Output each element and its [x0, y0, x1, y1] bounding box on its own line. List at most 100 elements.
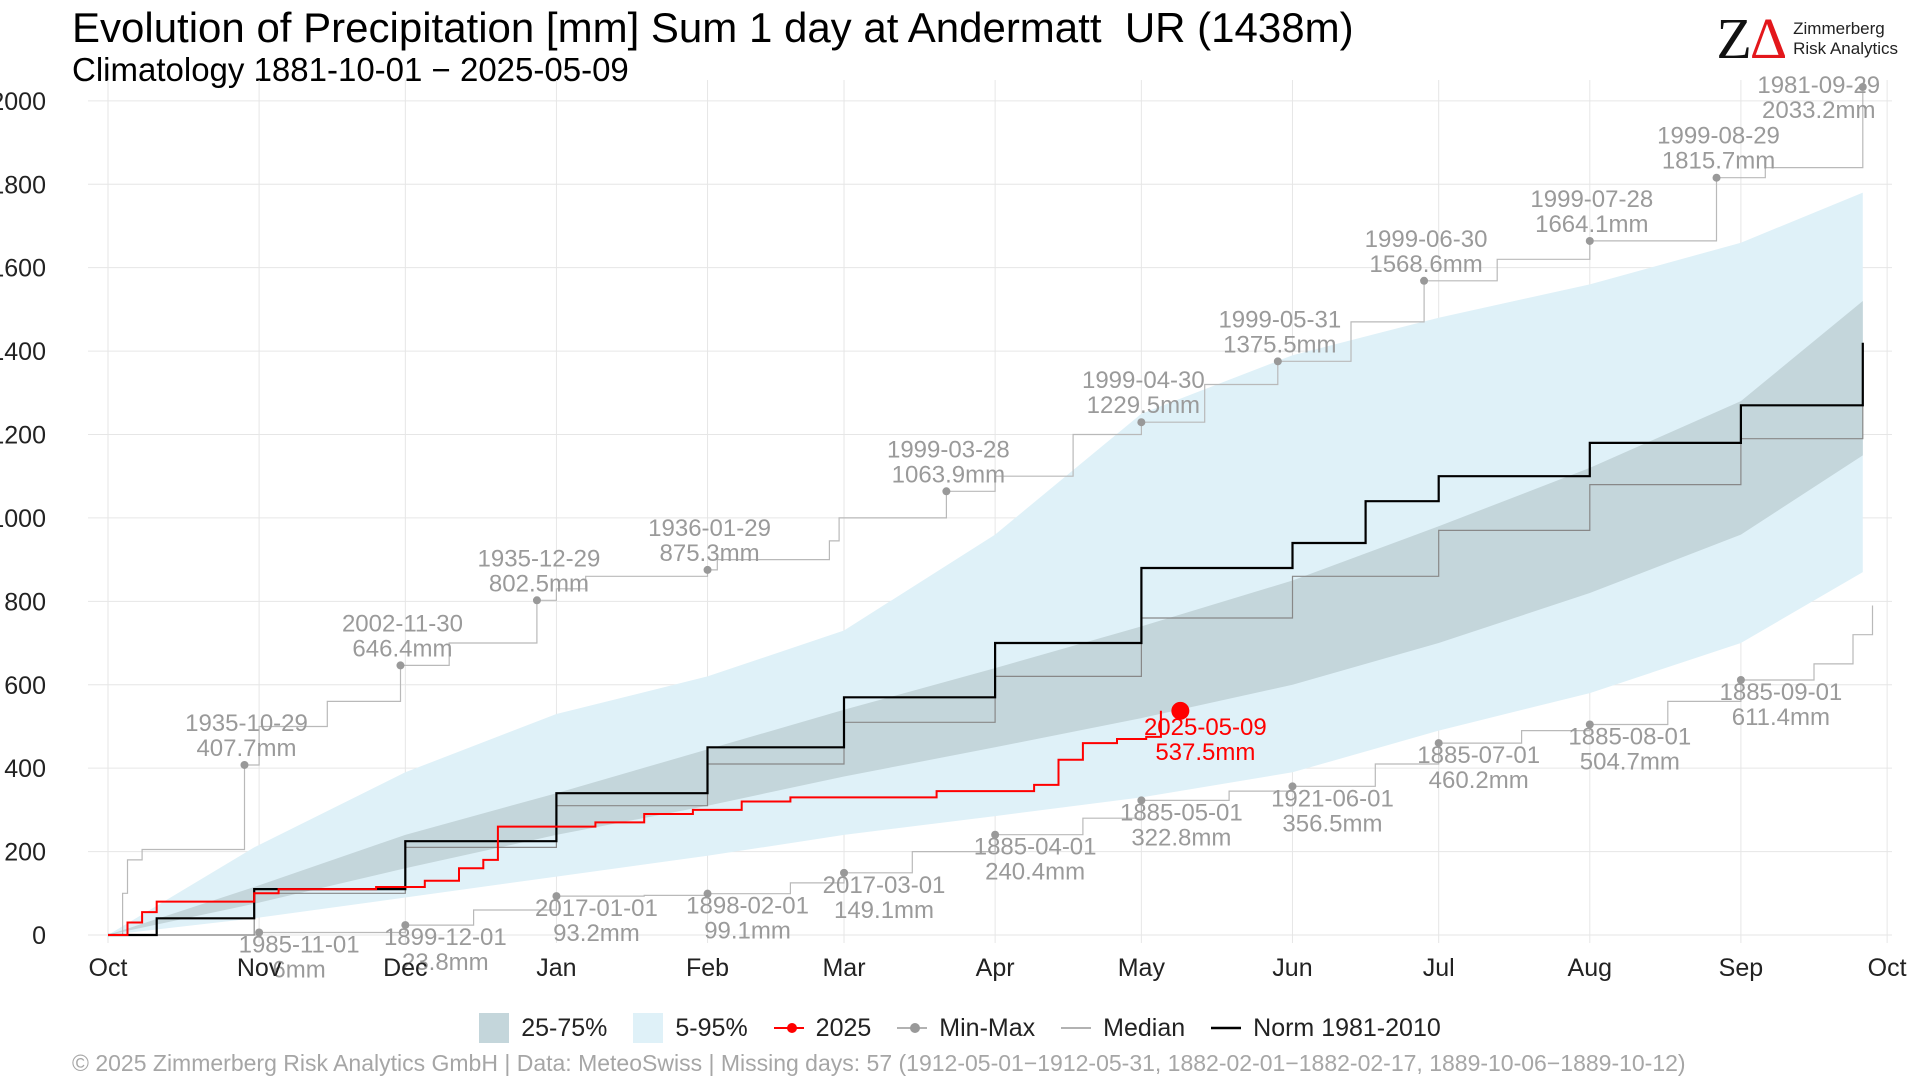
min-point	[840, 868, 849, 877]
max-point	[532, 596, 541, 605]
annotation-value: 460.2mm	[1429, 767, 1529, 794]
annotation-date: 1999-07-28	[1530, 186, 1653, 213]
min-line	[108, 605, 1874, 936]
annotation-date: 1885-08-01	[1568, 724, 1691, 751]
y-tick-label: 1200	[0, 422, 46, 450]
y-tick-label: 600	[4, 672, 46, 700]
legend-key-2025	[773, 1023, 804, 1033]
max-point	[1420, 276, 1429, 285]
x-tick-label: Apr	[976, 954, 1015, 982]
annotation-value: 537.5mm	[1155, 739, 1255, 766]
x-tick-label: Nov	[237, 954, 282, 982]
annotation-value: 1375.5mm	[1223, 331, 1336, 358]
x-tick-label: Jan	[536, 954, 576, 982]
x-tick-label: Mar	[822, 954, 865, 982]
min-point	[1288, 782, 1297, 791]
annotation-value: 322.8mm	[1131, 824, 1231, 851]
min-point	[255, 928, 264, 937]
annotation-value: 149.1mm	[834, 897, 934, 924]
legend-label-median: Median	[1103, 1013, 1186, 1042]
axes: 0 200 400 600 800 1000 1200 1400 1600 1800 2000 Oct…	[0, 88, 1907, 982]
annotation-value: 6mm	[272, 956, 325, 983]
legend: 25-75% 5-95% 2025 Min-Max Median Norm 19…	[0, 1013, 1920, 1043]
min-point	[1137, 796, 1146, 805]
annotation-date: 1999-05-31	[1218, 306, 1341, 333]
legend-item-2025: 2025	[773, 1013, 872, 1043]
min-point	[1434, 739, 1443, 748]
legend-key-norm	[1211, 1026, 1242, 1030]
max-point	[1585, 236, 1594, 245]
annotation-date: 1999-04-30	[1082, 367, 1205, 394]
band-25-75	[108, 301, 1863, 935]
y-tick-label: 1800	[0, 171, 46, 199]
annotation-date: 2002-11-30	[342, 610, 463, 637]
max-point	[1858, 83, 1867, 92]
chart-title: Evolution of Precipitation [mm] Sum 1 da…	[72, 4, 1354, 51]
legend-key-min-max	[897, 1023, 928, 1033]
annotation-date: 1885-09-01	[1720, 679, 1843, 706]
min-point	[552, 892, 561, 901]
y-tick-label: 0	[32, 922, 46, 950]
min-point	[991, 830, 1000, 839]
legend-key-median	[1061, 1027, 1092, 1029]
x-tick-label: Sep	[1719, 954, 1763, 982]
annotation-value: 93.2mm	[553, 920, 640, 947]
y-tick-label: 1400	[0, 338, 46, 366]
legend-label-norm: Norm 1981-2010	[1253, 1013, 1441, 1042]
annotation-value: 1815.7mm	[1662, 148, 1775, 175]
logo-text: Zimmerberg Risk Analytics	[1793, 19, 1898, 59]
annotation-value: 356.5mm	[1282, 810, 1382, 837]
max-point	[1273, 357, 1282, 366]
current-year-line	[108, 710, 1162, 936]
y-tick-label: 1000	[0, 505, 46, 533]
legend-label-2025: 2025	[815, 1013, 872, 1042]
legend-label-5-95: 5-95%	[675, 1013, 748, 1042]
x-tick-label: Aug	[1568, 954, 1612, 982]
annotation-value: 407.7mm	[196, 735, 296, 762]
legend-label-min-max: Min-Max	[939, 1013, 1036, 1042]
annotation-value: 99.1mm	[704, 918, 791, 945]
percentile-bands	[108, 192, 1863, 936]
x-tick-label: Dec	[383, 954, 427, 982]
annotation-date: 2025-05-09	[1144, 714, 1267, 741]
annotation-value: 2033.2mm	[1762, 97, 1875, 124]
annotation-date: 1885-04-01	[974, 834, 1097, 861]
logo-mark-z: Z	[1716, 6, 1751, 71]
y-tick-label: 800	[4, 588, 46, 616]
current-value-dot	[1171, 701, 1190, 720]
annotation-value: 802.5mm	[489, 570, 589, 597]
annotation-date: 1899-12-01	[384, 924, 507, 951]
legend-key-5-95	[633, 1013, 664, 1043]
max-point	[942, 487, 951, 496]
annotation-date: 2017-01-01	[535, 895, 658, 922]
annotation-date: 1936-01-29	[648, 515, 771, 542]
logo-mark-icon: ZΔ	[1716, 10, 1787, 68]
band-5-95	[108, 192, 1863, 936]
max-line	[108, 87, 1864, 936]
min-point	[1585, 720, 1594, 729]
annotation-date: 1935-10-29	[185, 710, 308, 737]
annotation-date: 1921-06-01	[1271, 785, 1394, 812]
legend-key-25-75	[479, 1013, 510, 1043]
annotation-value: 504.7mm	[1580, 749, 1680, 776]
logo-line-2: Risk Analytics	[1793, 39, 1898, 58]
footer-credits: © 2025 Zimmerberg Risk Analytics GmbH | …	[72, 1050, 1686, 1076]
x-tick-label: Jul	[1423, 954, 1455, 982]
legend-item-norm: Norm 1981-2010	[1211, 1013, 1441, 1043]
annotation-date: 1999-03-28	[887, 436, 1010, 463]
annotation-date: 1985-11-01	[239, 931, 360, 958]
annotation-value: 1568.6mm	[1369, 251, 1482, 278]
max-point	[396, 661, 405, 670]
annotation-date: 1898-02-01	[686, 893, 809, 920]
legend-item-5-95: 5-95%	[633, 1013, 748, 1043]
legend-label-25-75: 25-75%	[521, 1013, 608, 1042]
min-point	[1736, 676, 1745, 685]
y-tick-label: 200	[4, 839, 46, 867]
company-logo: ZΔ Zimmerberg Risk Analytics	[1716, 10, 1898, 68]
max-point	[1712, 173, 1721, 182]
series-lines	[108, 87, 1874, 937]
x-tick-label: Oct	[89, 954, 128, 982]
y-tick-label: 2000	[0, 88, 46, 116]
annotation-value: 646.4mm	[352, 635, 452, 662]
